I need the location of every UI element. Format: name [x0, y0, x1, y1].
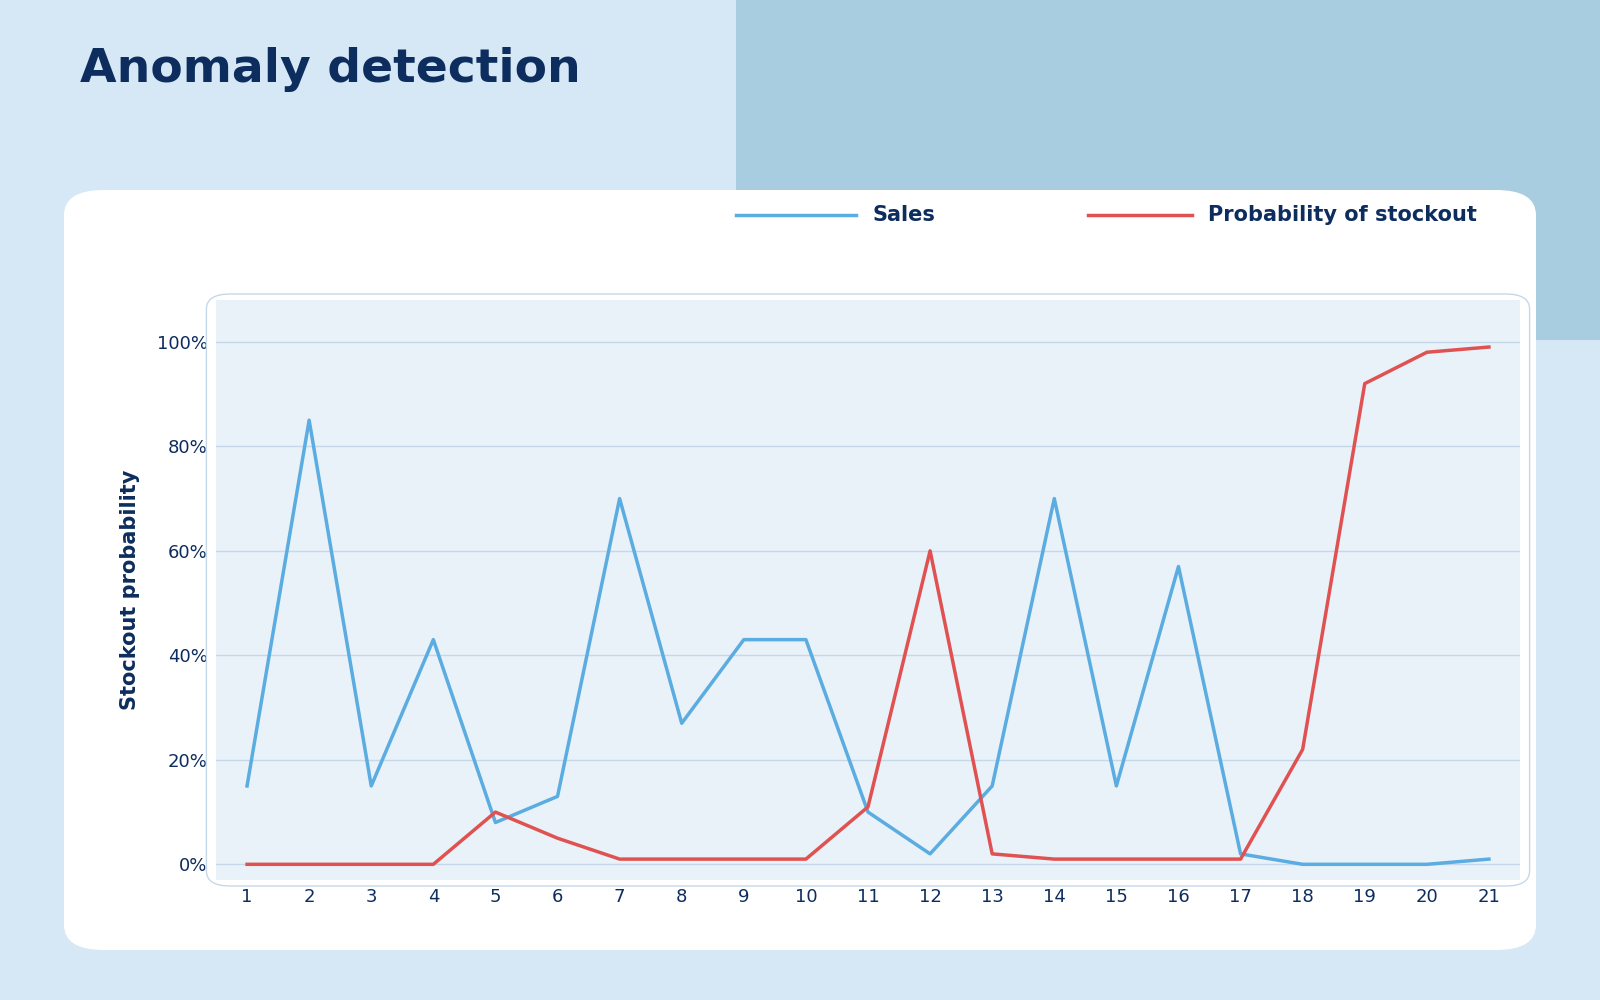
- Y-axis label: Stockout probability: Stockout probability: [120, 470, 141, 710]
- Text: Sales: Sales: [872, 205, 934, 225]
- FancyBboxPatch shape: [64, 190, 1536, 950]
- Text: Anomaly detection: Anomaly detection: [80, 47, 581, 93]
- FancyBboxPatch shape: [736, 0, 1600, 340]
- Text: Probability of stockout: Probability of stockout: [1208, 205, 1477, 225]
